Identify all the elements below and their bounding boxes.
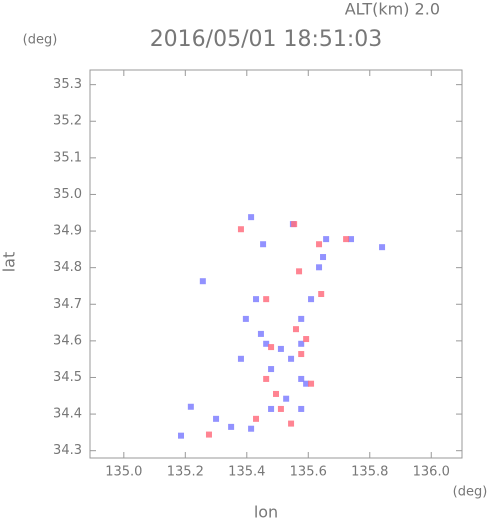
- echo-point: [288, 420, 295, 427]
- echo-point: [263, 375, 270, 382]
- y-tick-label: 34.4: [53, 407, 82, 422]
- echo-point: [283, 395, 290, 402]
- y-tick-label: 34.9: [53, 224, 82, 239]
- y-tick-label: 35.1: [53, 150, 82, 165]
- echo-point: [199, 278, 206, 285]
- y-axis-label: lat: [0, 252, 19, 273]
- x-tick-label: 135.2: [167, 465, 204, 480]
- echo-point: [268, 405, 275, 412]
- echo-point: [237, 226, 244, 233]
- echo-point: [248, 214, 255, 221]
- echo-point: [318, 291, 325, 298]
- echo-point: [178, 432, 185, 439]
- echo-point: [298, 405, 305, 412]
- altitude-label: ALT(km) 2.0: [345, 0, 440, 19]
- echo-point: [237, 355, 244, 362]
- echo-point: [292, 326, 299, 333]
- echo-point: [320, 254, 327, 261]
- plot-frame: [89, 69, 463, 459]
- x-unit: (deg): [453, 485, 488, 500]
- echo-point: [296, 268, 303, 275]
- echo-point: [257, 330, 264, 337]
- echo-point: [316, 264, 323, 271]
- echo-point: [288, 355, 295, 362]
- x-tick-label: 136.0: [413, 465, 450, 480]
- echo-point: [253, 296, 260, 303]
- y-tick-label: 35.0: [53, 187, 82, 202]
- echo-point: [263, 296, 270, 303]
- echo-point: [242, 315, 249, 322]
- echo-point: [205, 431, 212, 438]
- y-tick-label: 34.3: [53, 443, 82, 458]
- echo-point: [268, 344, 275, 351]
- echo-point: [187, 403, 194, 410]
- echo-point: [308, 380, 315, 387]
- echo-point: [303, 380, 310, 387]
- echo-point: [263, 340, 270, 347]
- chart-title: 2016/05/01 18:51:03: [150, 27, 383, 52]
- echo-point: [291, 221, 298, 228]
- echo-point: [316, 241, 323, 248]
- x-axis-label: lon: [254, 503, 278, 521]
- echo-point: [343, 236, 350, 243]
- echo-point: [298, 351, 305, 358]
- x-tick-label: 135.8: [351, 465, 388, 480]
- echo-point: [213, 415, 220, 422]
- y-tick-label: 34.8: [53, 260, 82, 275]
- x-tick-label: 135.0: [105, 465, 142, 480]
- echo-point: [348, 236, 355, 243]
- echo-point: [228, 423, 235, 430]
- y-tick-label: 35.3: [53, 77, 82, 92]
- y-tick-label: 34.5: [53, 370, 82, 385]
- y-tick-label: 35.2: [53, 114, 82, 129]
- echo-point: [298, 315, 305, 322]
- echo-point: [277, 345, 284, 352]
- echo-point: [253, 415, 260, 422]
- echo-point: [273, 390, 279, 397]
- echo-point: [248, 425, 255, 432]
- x-tick-label: 135.6: [290, 465, 327, 480]
- x-tick-label: 135.4: [228, 465, 265, 480]
- echo-point: [298, 375, 305, 382]
- echo-point: [323, 236, 330, 243]
- echo-point: [268, 366, 275, 373]
- echo-point: [308, 296, 315, 303]
- echo-point: [379, 244, 386, 251]
- y-unit: (deg): [23, 33, 58, 48]
- echo-point: [260, 241, 267, 248]
- y-tick-label: 34.7: [53, 297, 82, 312]
- y-tick-label: 34.6: [53, 333, 82, 348]
- echo-point: [277, 405, 284, 412]
- echo-point: [303, 336, 310, 343]
- echo-point: [298, 340, 305, 347]
